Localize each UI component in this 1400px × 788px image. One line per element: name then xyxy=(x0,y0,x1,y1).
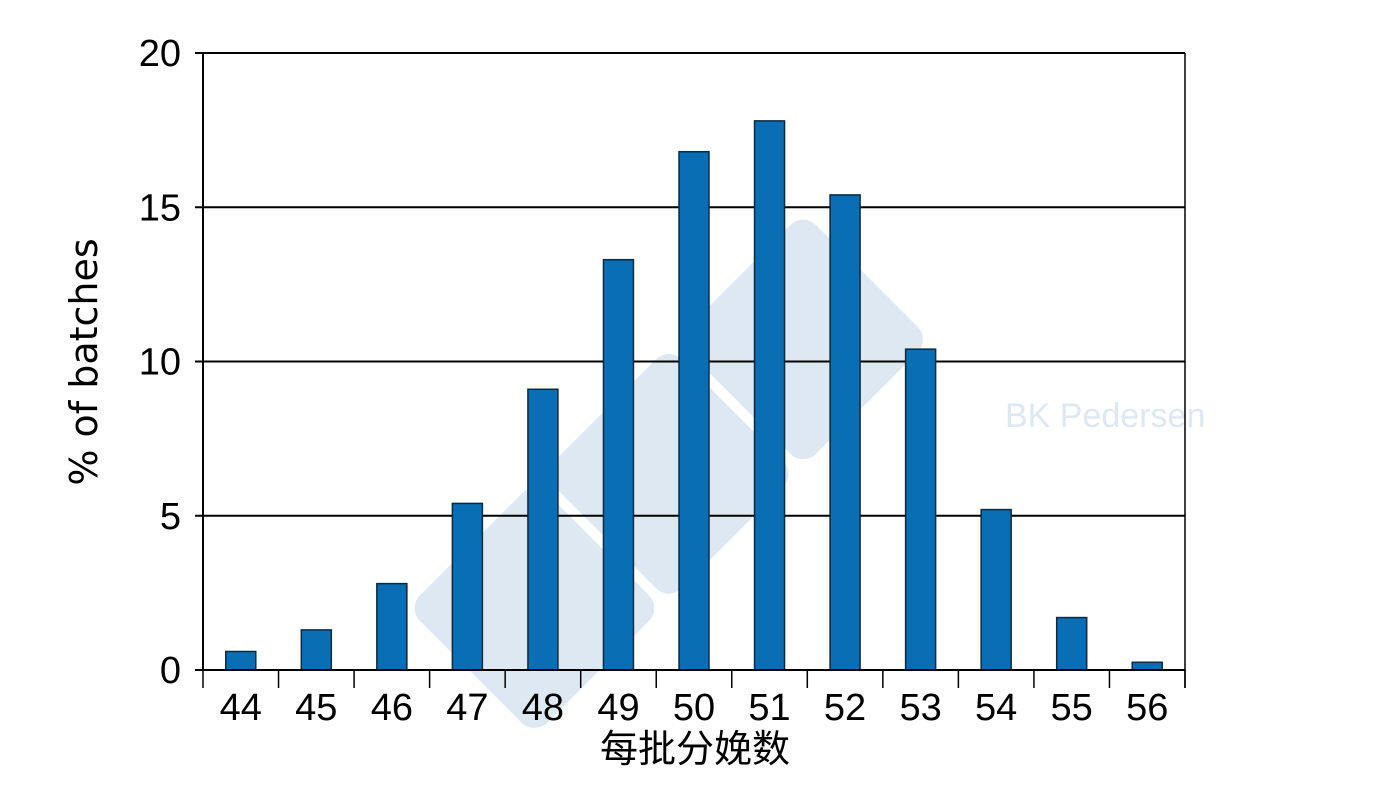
y-tick-label: 15 xyxy=(139,187,181,229)
x-axis-title: 每批分娩数 xyxy=(600,727,790,771)
x-tick-label: 44 xyxy=(220,687,262,729)
bar-46 xyxy=(376,582,408,671)
y-tick-labels: 0 5 10 15 20 xyxy=(139,33,181,692)
bar-47 xyxy=(451,502,484,671)
bar-49 xyxy=(602,258,635,671)
bar-56 xyxy=(1131,661,1163,671)
y-axis-title: % of batches xyxy=(62,238,106,485)
bar-52 xyxy=(829,194,861,671)
bar-55 xyxy=(1055,616,1088,671)
x-tick-labels: 44 45 46 47 48 49 50 51 52 53 54 55 56 xyxy=(220,687,1169,729)
bars xyxy=(225,120,1163,671)
watermark-diamond-right xyxy=(683,219,923,460)
bar-45 xyxy=(300,629,333,671)
x-tick-label: 46 xyxy=(371,687,413,729)
bar-50 xyxy=(678,150,710,671)
y-tick-label: 0 xyxy=(160,650,181,692)
x-tick-label: 53 xyxy=(899,687,941,729)
x-tick-label: 50 xyxy=(673,687,715,729)
x-tick-label: 45 xyxy=(295,687,337,729)
bar-51 xyxy=(753,120,786,671)
bar-53 xyxy=(904,348,937,671)
bar-44 xyxy=(225,650,257,671)
x-tick-label: 54 xyxy=(975,687,1017,729)
axes xyxy=(202,52,1186,688)
y-tick-label: 10 xyxy=(139,342,181,384)
bar-54 xyxy=(980,508,1012,671)
x-tick-label: 48 xyxy=(522,687,564,729)
x-tick-label: 55 xyxy=(1051,687,1093,729)
x-tick-label: 56 xyxy=(1126,687,1168,729)
x-tick-label: 47 xyxy=(446,687,488,729)
y-tick-label: 20 xyxy=(139,33,181,75)
bar-48 xyxy=(527,388,559,671)
x-tick-label: 51 xyxy=(748,687,790,729)
watermark-text: BK Pedersen xyxy=(1005,397,1205,435)
y-tick-label: 5 xyxy=(160,496,181,538)
x-tick-label: 52 xyxy=(824,687,866,729)
x-tick-label: 49 xyxy=(597,687,639,729)
